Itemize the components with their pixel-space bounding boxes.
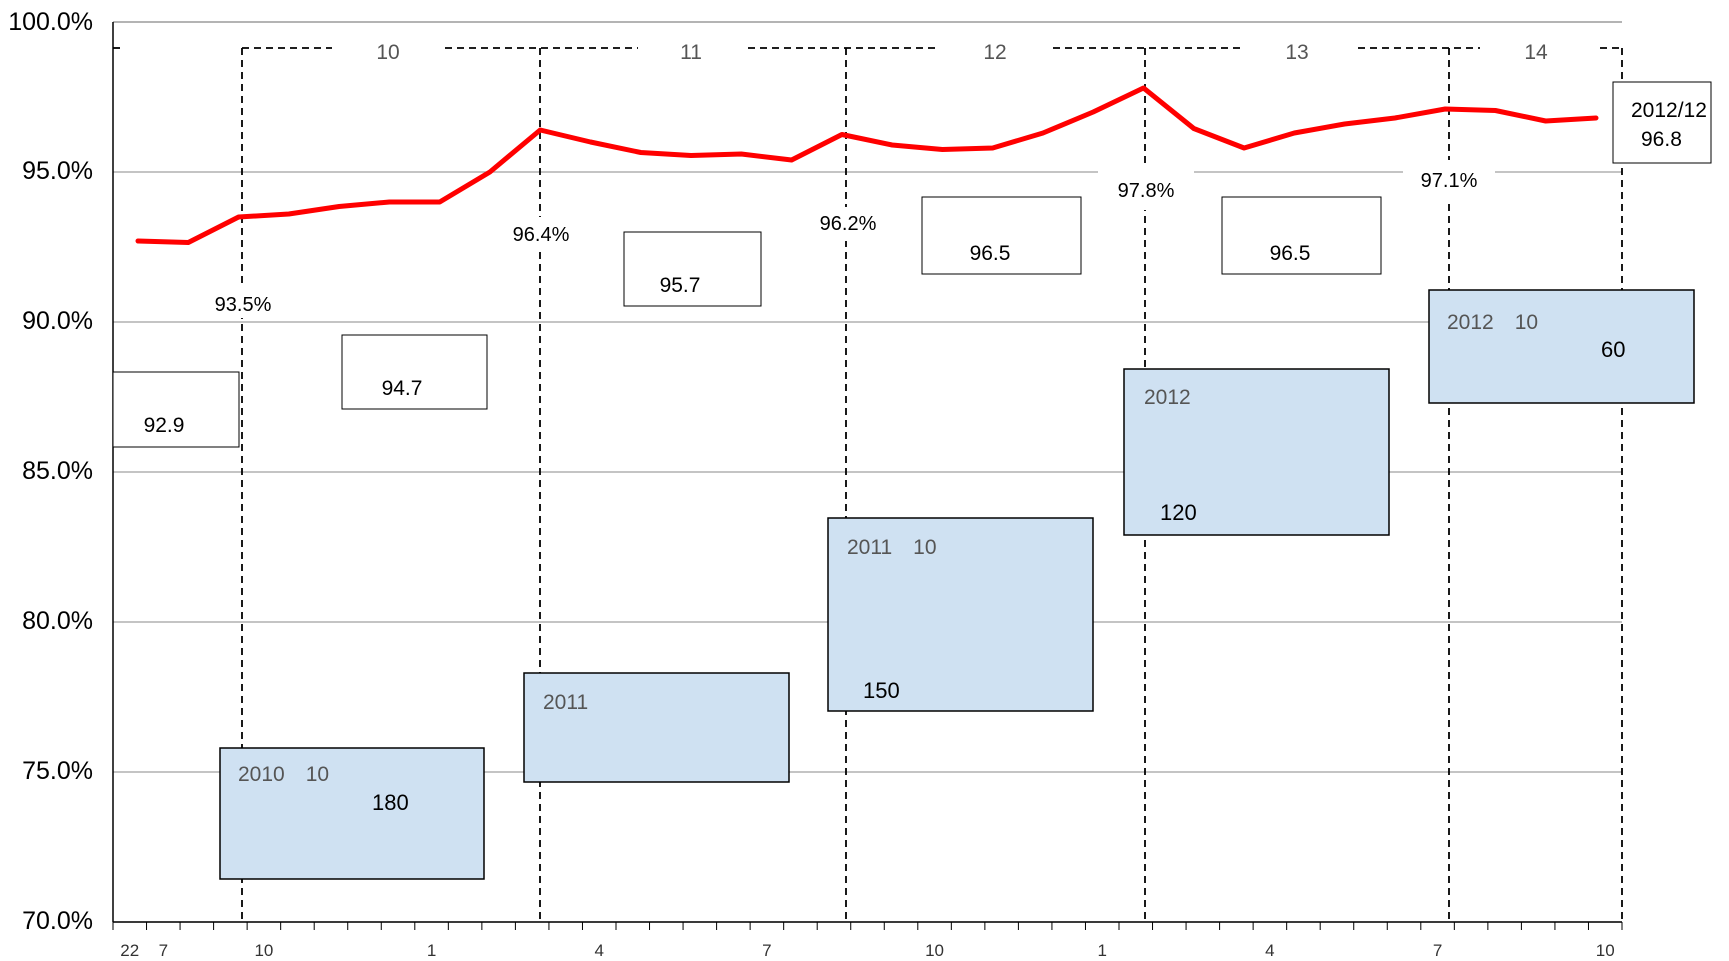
- percent-label: 97.8%: [1098, 168, 1194, 210]
- event-box-value: 150: [863, 678, 900, 703]
- x-tick-label: 4: [1265, 941, 1274, 960]
- y-tick-label: 100.0%: [8, 8, 93, 36]
- series-line: [135, 85, 1599, 245]
- average-box: 96.5: [921, 196, 1082, 275]
- average-box: 95.7: [623, 231, 762, 307]
- x-tick-label: 1: [1097, 941, 1106, 960]
- event-box-value: 120: [1160, 500, 1197, 525]
- percent-label-text: 96.2%: [820, 213, 877, 235]
- average-value: 94.7: [382, 377, 423, 400]
- percent-label: 93.5%: [195, 284, 291, 318]
- percent-label: 96.2%: [803, 207, 893, 241]
- percent-label-text: 97.8%: [1118, 180, 1175, 202]
- average-box: 92.9: [112, 371, 240, 448]
- percent-label: 97.1%: [1403, 160, 1495, 200]
- event-box: 2012 10 60: [1428, 289, 1695, 404]
- latest-value: 96.8: [1641, 128, 1682, 151]
- fiscal-year-label: 11: [680, 41, 702, 64]
- percent-label: 96.4%: [496, 217, 586, 251]
- y-tick-label: 75.0%: [22, 757, 93, 785]
- fiscal-year-label: 13: [1285, 41, 1308, 64]
- average-value: 96.5: [1270, 242, 1311, 265]
- average-box: 96.5: [1221, 196, 1382, 275]
- y-tick-label: 80.0%: [22, 607, 93, 635]
- y-tick-label: 95.0%: [22, 157, 93, 185]
- latest-value-box: 2012/12 96.8: [1612, 81, 1712, 164]
- percent-label-text: 97.1%: [1421, 170, 1478, 192]
- event-box: 2010 10 180: [219, 747, 485, 880]
- y-tick-label: 90.0%: [22, 307, 93, 335]
- event-box: 2012 120: [1123, 368, 1390, 536]
- x-tick-label: 10: [1596, 941, 1615, 960]
- fiscal-year-label: 10: [376, 41, 399, 64]
- event-box: 2011: [523, 672, 790, 783]
- percent-label-text: 93.5%: [215, 294, 272, 316]
- average-box: 94.7: [341, 334, 488, 410]
- x-tick-label: 22: [120, 941, 139, 960]
- average-value: 96.5: [970, 242, 1011, 265]
- x-tick-label: 10: [925, 941, 944, 960]
- x-tick-label: 7: [1433, 941, 1442, 960]
- event-box-heading: 2012 10: [1447, 311, 1538, 334]
- x-tick-label: 10: [254, 941, 273, 960]
- y-tick-label: 85.0%: [22, 457, 93, 485]
- x-axis-labels: 22 7 10 1 4 7 10 1 4 7 10: [120, 941, 1614, 960]
- x-tick-label: 7: [159, 941, 168, 960]
- average-value: 95.7: [660, 274, 701, 297]
- x-tick-label: 1: [427, 941, 436, 960]
- percent-label-text: 96.4%: [513, 224, 570, 246]
- event-box: 2011 10 150: [827, 517, 1094, 712]
- event-box-heading: 2011 10: [847, 536, 937, 559]
- fiscal-year-label: 12: [983, 41, 1006, 64]
- average-value: 92.9: [144, 414, 185, 437]
- event-box-heading: 2010 10: [238, 763, 329, 786]
- latest-period: 2012/12: [1631, 99, 1707, 122]
- event-box-heading: 2011: [543, 691, 588, 714]
- x-tick-label: 4: [594, 941, 603, 960]
- event-box-value: 60: [1601, 337, 1625, 362]
- y-tick-label: 70.0%: [22, 907, 93, 935]
- event-box-heading: 2012: [1144, 386, 1191, 409]
- event-box-value: 180: [372, 790, 409, 815]
- x-axis-ticks: [112, 922, 1623, 930]
- x-tick-label: 7: [762, 941, 771, 960]
- fiscal-year-label: 14: [1524, 41, 1548, 64]
